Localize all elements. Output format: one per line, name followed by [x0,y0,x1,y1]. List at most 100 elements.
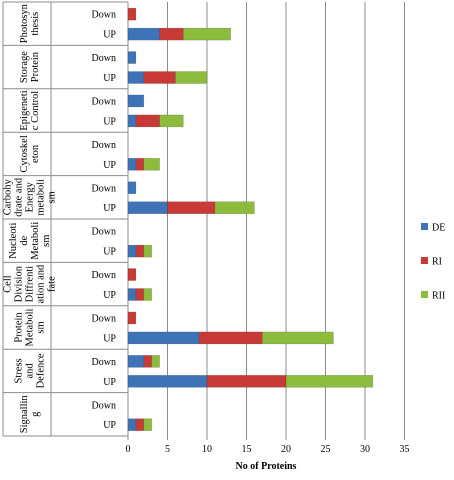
row-label: UP [103,333,116,344]
row-label: UP [103,377,116,388]
category-label-line: metaboli [36,179,47,216]
row-label: Down [92,357,116,368]
category-label-line: Carbohy [3,178,14,215]
row-label: Down [92,96,116,107]
category-label-line: Photosyn [19,3,30,43]
row-label: UP [103,160,116,171]
category-label-line: Metaboli [30,222,41,260]
x-tick-label: 35 [400,444,410,455]
row-label: Down [92,10,116,21]
bar-rii [143,158,160,171]
category-label-line: Protein [30,51,41,82]
row-label: UP [103,247,116,258]
bar-de [127,51,137,64]
x-tick-label: 5 [165,444,170,455]
bar-ri [143,71,176,84]
bar-ri [135,288,145,301]
bars [127,7,374,431]
bar-ri [135,158,145,171]
row-label: UP [103,30,116,41]
row-label: Down [92,227,116,238]
category-label-line: Signallin [19,395,30,434]
legend: DE RI RII [421,223,445,302]
row-label: Down [92,313,116,324]
category-label: ProteinMetabolism [14,308,47,346]
bar-rii [285,375,374,388]
category-label: CellDivisionDiffrentiation andfate [3,264,58,304]
bar-rii [143,288,152,301]
bar-de [127,158,137,171]
category-label-line: fate [47,276,58,292]
row-label: Down [92,400,116,411]
bar-de [127,71,145,84]
category-label-line: sm [36,321,47,333]
bar-rii [143,244,152,258]
x-axis-title: No of Proteins [236,461,297,472]
legend-label-de: DE [432,223,445,234]
bar-de [127,94,145,108]
bar-ri [159,27,184,41]
bar-rii [262,331,334,345]
row-label: Down [92,183,116,194]
bar-de [127,288,137,301]
category-label-line: Cytoskel [19,135,30,172]
category-label-line: Storage [19,51,30,83]
grid-lines [167,2,405,436]
category-label: Signalling [19,395,41,434]
bar-ri [198,331,263,345]
category-label: Cytoskeleton [19,135,41,172]
category-label-line: thesis [30,12,41,36]
row-label: UP [103,73,116,84]
bar-de [127,201,168,214]
category-label-line: ation and [36,264,47,304]
bar-de [127,375,208,388]
bar-de [127,355,145,368]
bar-rii [159,114,184,128]
category-label-line: Stress [14,358,25,383]
bar-rii [143,418,152,431]
x-tick-label: 20 [281,444,291,455]
x-tick-label: 15 [242,444,252,455]
category-label-line: c Control [30,91,41,130]
bar-ri [135,114,160,128]
row-label: Down [92,53,116,64]
row-label: UP [103,290,116,301]
x-tick-label: 10 [202,444,212,455]
category-label: Carbohydrate andEnergymetabolism [3,177,58,217]
row-label: Down [92,140,116,151]
category-label: Photosynthesis [19,3,41,43]
row-label: Down [92,270,116,281]
bar-de [127,114,137,128]
bar-rii [214,201,255,214]
category-label-line: g [30,411,41,417]
bar-rii [151,355,160,368]
row-label: UP [103,420,116,431]
category-label-line: Division [14,265,25,302]
category-label-line: Protein [14,312,25,343]
bar-rii [183,27,231,41]
legend-swatch-de [421,223,428,230]
x-tick-label: 25 [321,444,331,455]
x-tick-label: 0 [126,444,131,455]
x-tick-label: 30 [360,444,370,455]
bar-rii [175,71,208,84]
category-label: Epigenetic Control [19,90,41,130]
bar-de [127,27,160,41]
category-label: StressandDefence [14,353,47,388]
bar-de [127,181,137,195]
legend-swatch-ri [421,257,428,264]
category-label-line: eton [30,144,41,163]
category-frame [2,1,405,440]
row-label: UP [103,116,116,127]
category-label: StorageProtein [19,51,41,83]
category-label: NucleotideMetabolism [8,222,52,260]
category-label-line: Defence [36,353,47,388]
bar-de [127,418,137,431]
bar-ri [143,355,152,368]
category-label-line: Metaboli [25,308,36,346]
bar-ri [135,244,145,258]
bar-ri [127,268,137,281]
legend-swatch-rii [421,291,428,298]
